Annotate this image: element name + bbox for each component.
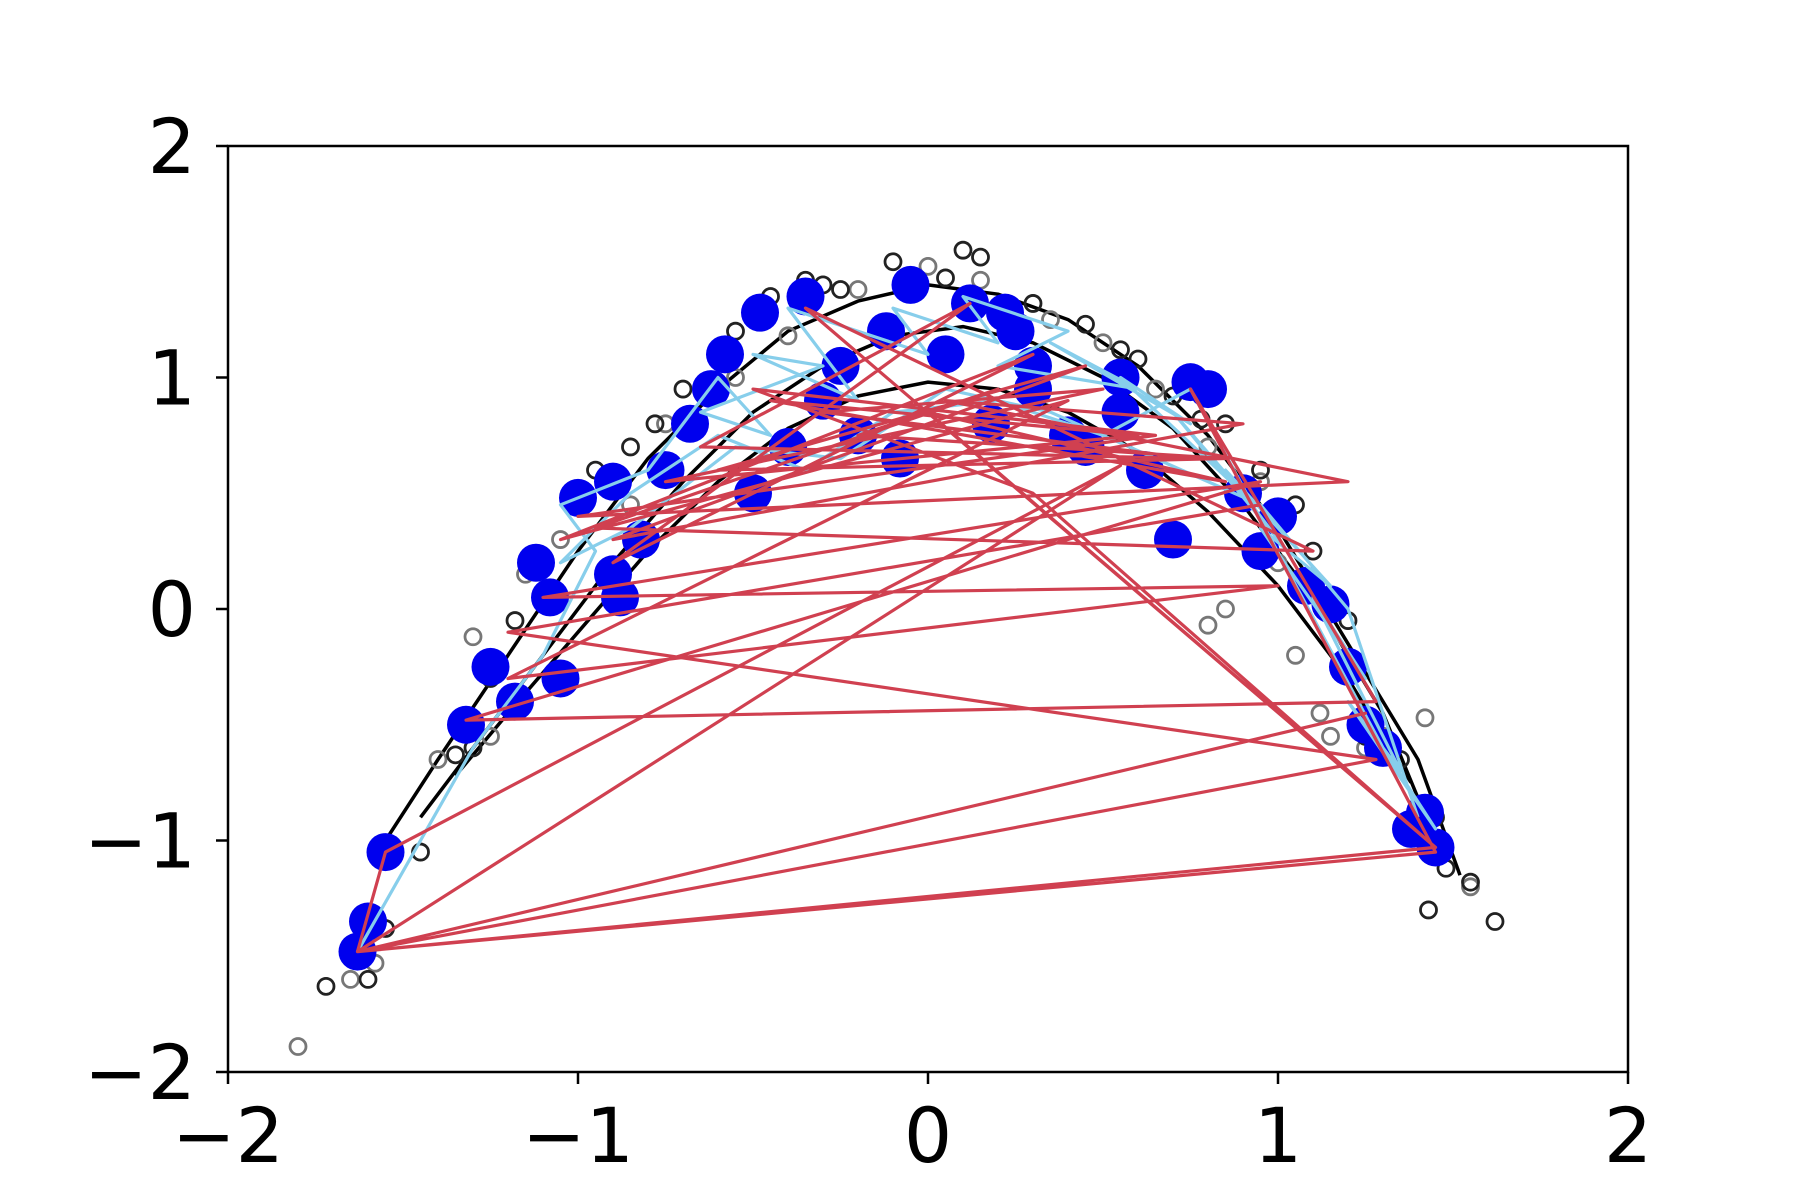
sample-point bbox=[1251, 460, 1270, 480]
path-red bbox=[355, 301, 1438, 954]
sample-point-faded bbox=[1041, 310, 1060, 330]
selected-point bbox=[786, 277, 825, 316]
selected-point bbox=[671, 404, 709, 443]
path-light-blue bbox=[356, 294, 1438, 953]
selected-point bbox=[706, 335, 744, 374]
sample-point-faded bbox=[1286, 645, 1305, 665]
plot-data bbox=[288, 240, 1505, 1056]
sample-point-faded bbox=[288, 1037, 308, 1056]
selected-point bbox=[349, 902, 387, 941]
sample-point-faded bbox=[1310, 703, 1330, 723]
sample-point bbox=[1076, 314, 1095, 334]
x-tick-label: 2 bbox=[1604, 1091, 1652, 1180]
sample-point-faded bbox=[1198, 615, 1218, 635]
sample-point-faded bbox=[463, 627, 483, 647]
sample-point bbox=[316, 976, 336, 996]
sample-point bbox=[953, 240, 973, 260]
selected-point bbox=[496, 682, 534, 721]
sample-point bbox=[645, 414, 665, 434]
selected-point bbox=[821, 346, 860, 385]
sample-point-faded bbox=[1321, 726, 1340, 746]
x-tick-label: 0 bbox=[904, 1091, 952, 1180]
y-tick-label: −2 bbox=[84, 1028, 196, 1117]
sample-point-faded bbox=[848, 280, 868, 299]
sample-point-faded bbox=[1216, 599, 1235, 619]
sample-point bbox=[1461, 872, 1480, 892]
y-tick-label: 2 bbox=[148, 102, 196, 191]
selected-point bbox=[1154, 520, 1192, 559]
x-tick-label: −1 bbox=[522, 1091, 634, 1180]
sample-point bbox=[673, 379, 693, 399]
selected-point bbox=[594, 462, 632, 501]
axes: −2 −1 0 1 2 −2 −1 0 1 2 bbox=[84, 102, 1652, 1180]
sample-point-faded bbox=[1093, 333, 1113, 353]
sample-point bbox=[936, 268, 955, 288]
sample-point-faded bbox=[918, 256, 938, 276]
y-tick-label: −1 bbox=[84, 797, 196, 886]
sample-point bbox=[505, 611, 525, 630]
sample-point-faded bbox=[428, 750, 448, 769]
selected-point bbox=[517, 543, 555, 582]
sample-point bbox=[1023, 294, 1043, 313]
sample-point-faded bbox=[341, 970, 360, 989]
sample-point bbox=[1419, 900, 1438, 920]
x-tick-label: 1 bbox=[1254, 1091, 1302, 1180]
sample-point bbox=[621, 437, 640, 457]
selected-point bbox=[471, 647, 510, 686]
sample-point bbox=[831, 280, 850, 299]
y-tick-label: 0 bbox=[148, 565, 196, 654]
sample-point bbox=[358, 970, 378, 989]
sample-point bbox=[971, 247, 990, 267]
selected-point bbox=[926, 335, 965, 374]
selected-point bbox=[447, 705, 485, 744]
sample-point bbox=[446, 745, 465, 765]
sample-point bbox=[1111, 340, 1130, 360]
sample-point-faded bbox=[551, 530, 570, 549]
selected-point bbox=[1189, 370, 1227, 409]
y-tick-label: 1 bbox=[148, 334, 196, 423]
sample-point-faded bbox=[1146, 379, 1165, 399]
sample-point bbox=[883, 252, 903, 272]
sample-point-faded bbox=[778, 326, 798, 346]
sample-point-faded bbox=[1415, 708, 1435, 728]
selected-point bbox=[996, 312, 1035, 351]
sample-point bbox=[1128, 349, 1148, 369]
selected-point bbox=[891, 265, 930, 304]
x-tick-label: −2 bbox=[172, 1091, 284, 1180]
selected-point bbox=[741, 293, 779, 332]
sample-point bbox=[1485, 912, 1505, 931]
